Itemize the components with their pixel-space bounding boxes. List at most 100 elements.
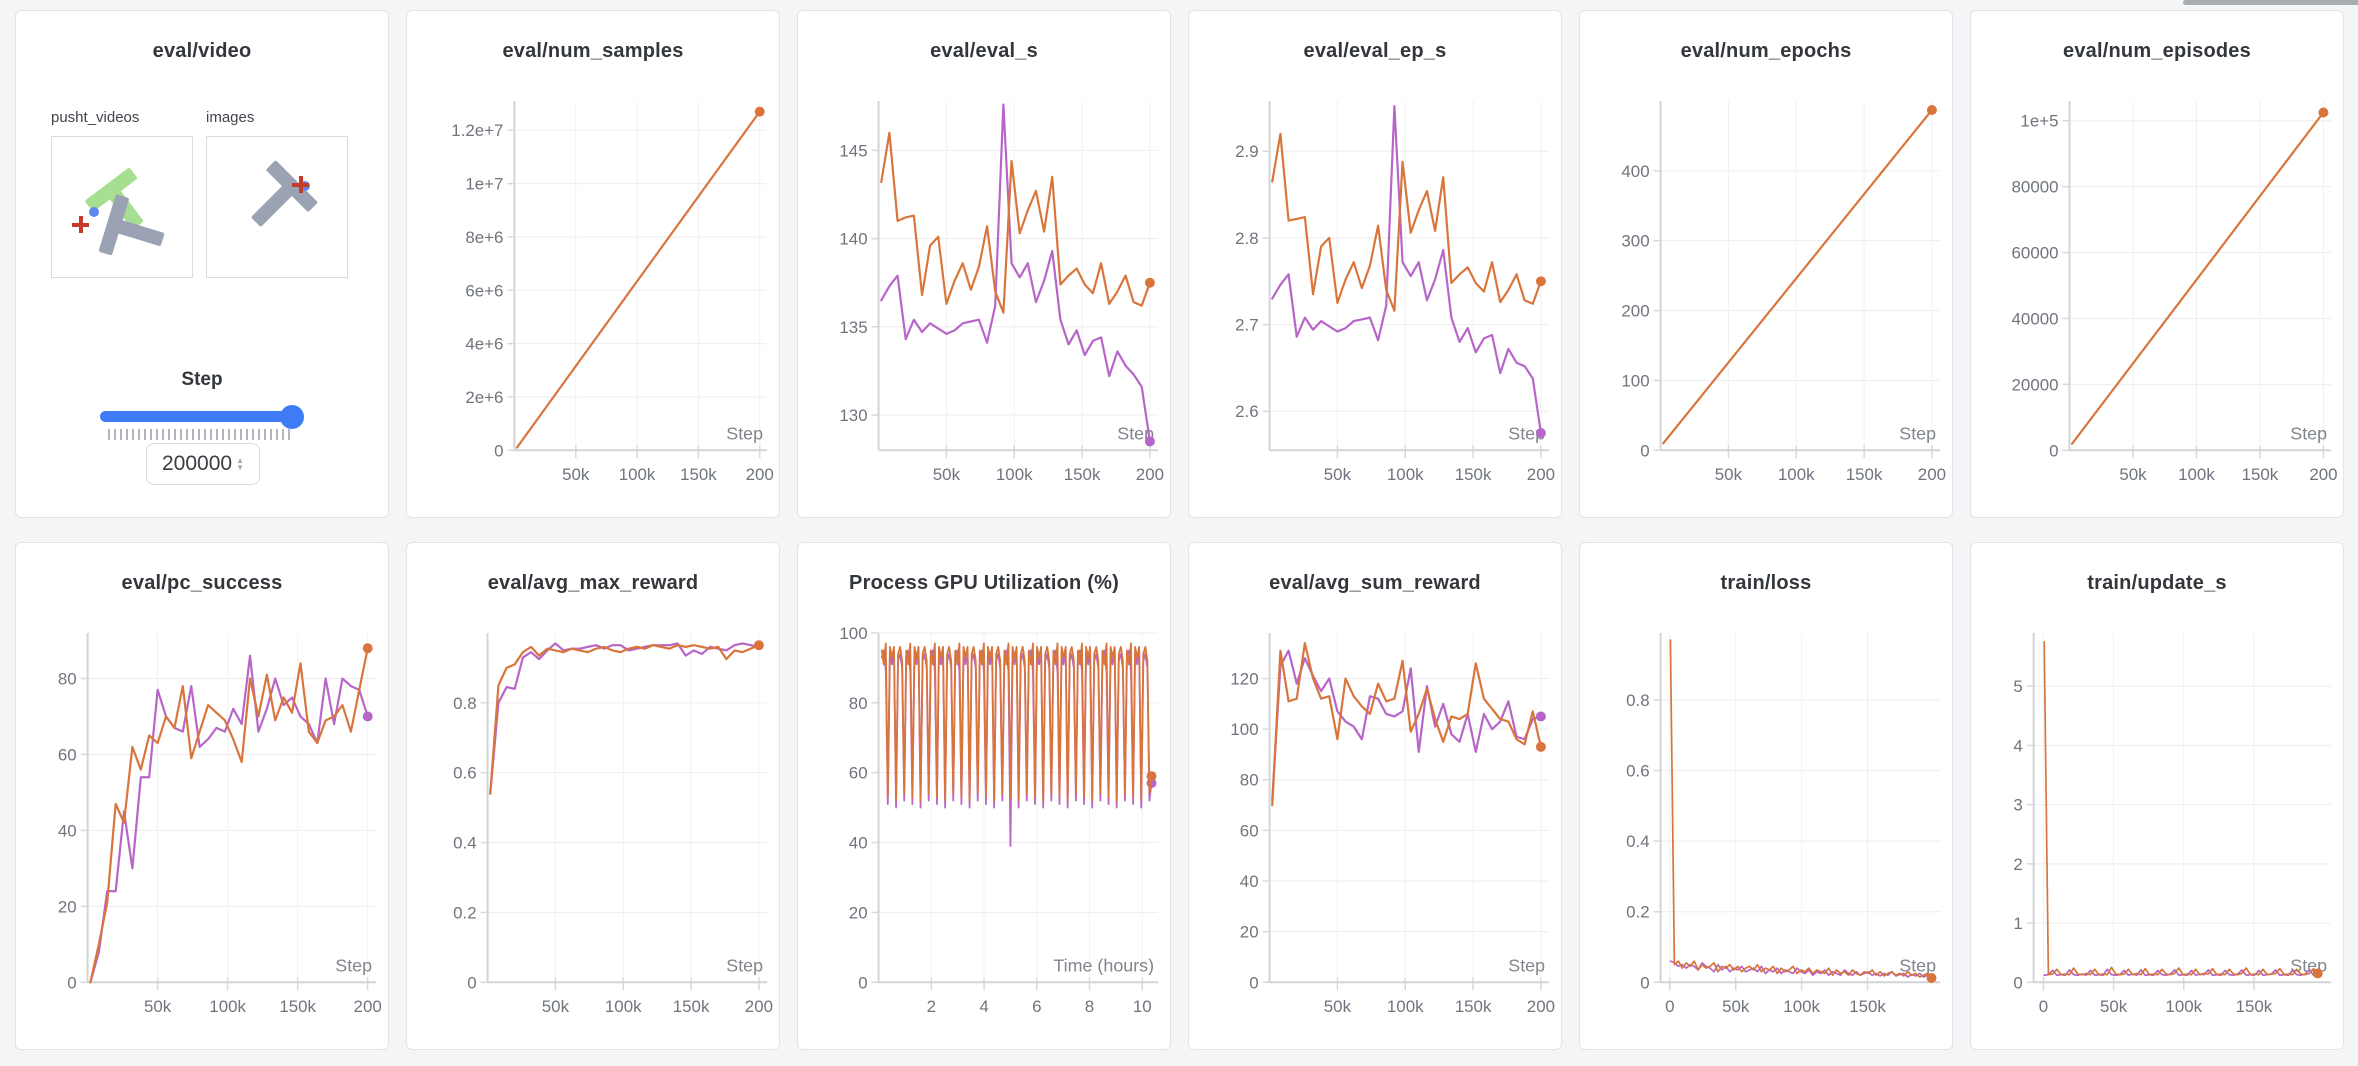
images-block-tee-shape [236, 159, 319, 242]
step-input[interactable]: 200000 ▲ ▼ [146, 443, 260, 485]
svg-text:0: 0 [467, 973, 476, 992]
svg-text:100k: 100k [1778, 465, 1815, 484]
svg-text:0: 0 [858, 973, 867, 992]
svg-text:150k: 150k [279, 997, 316, 1016]
svg-text:Step: Step [726, 423, 763, 443]
panel-title: eval/video [152, 39, 252, 62]
panel-title: Process GPU Utilization (%) [849, 571, 1119, 594]
svg-text:50k: 50k [2100, 997, 2128, 1016]
chart-eval-pc-success[interactable]: 0 20 40 60 80 50k 100k 150k 200 Step [16, 621, 388, 1045]
svg-text:50k: 50k [2119, 465, 2147, 484]
svg-text:60: 60 [58, 745, 77, 764]
svg-text:200: 200 [746, 465, 774, 484]
video-thumbnail-images[interactable] [206, 136, 348, 278]
svg-text:150k: 150k [2236, 997, 2273, 1016]
svg-text:20: 20 [1240, 923, 1259, 942]
svg-text:100k: 100k [1387, 465, 1424, 484]
panel-title: train/loss [1720, 571, 1812, 594]
svg-text:2: 2 [927, 997, 936, 1016]
svg-text:80000: 80000 [2012, 178, 2059, 197]
spinner-down-icon[interactable]: ▼ [236, 463, 244, 472]
panel-eval-video: eval/video pusht_videos images [15, 10, 389, 518]
svg-text:200: 200 [745, 997, 773, 1016]
panel-title: eval/avg_sum_reward [1269, 571, 1481, 594]
svg-text:100k: 100k [996, 465, 1033, 484]
chart-eval-avg-sum-reward[interactable]: 0 20 40 60 80 100 120 50k 100k 150k 200 Step [1189, 621, 1561, 1045]
svg-text:Step: Step [335, 955, 372, 975]
panel-train-update-s: train/update_s 0 1 2 3 4 5 0 50k 100k 150k Step [1970, 542, 2344, 1050]
svg-text:2.9: 2.9 [1235, 142, 1259, 161]
panel-title: eval/num_epochs [1680, 39, 1852, 62]
chart-eval-eval-s[interactable]: 130 135 140 145 50k 100k 150k 200 Step [798, 89, 1170, 513]
slider-tick-ruler [108, 429, 294, 440]
chart-eval-num-epochs[interactable]: 0 100 200 300 400 50k 100k 150k 200 Step [1580, 89, 1952, 513]
step-slider-thumb[interactable] [280, 405, 304, 429]
step-slider-track[interactable] [100, 405, 304, 429]
svg-text:0.4: 0.4 [1626, 832, 1650, 851]
chart-eval-avg-max-reward[interactable]: 0 0.2 0.4 0.6 0.8 50k 100k 150k 200 Step [407, 621, 779, 1045]
svg-text:150k: 150k [1455, 465, 1492, 484]
chart-train-loss[interactable]: 0 0.2 0.4 0.6 0.8 0 50k 100k 150k Step [1580, 621, 1952, 1045]
panel-title: eval/num_episodes [2063, 39, 2251, 62]
svg-text:1: 1 [2013, 914, 2022, 933]
svg-text:0.2: 0.2 [1626, 903, 1650, 922]
horizontal-scrollbar[interactable] [2183, 0, 2358, 5]
svg-text:0.4: 0.4 [453, 834, 477, 853]
panel-eval-num-epochs: eval/num_epochs 0 100 200 300 400 50k 100k 150k… [1579, 10, 1953, 518]
svg-text:40000: 40000 [2012, 309, 2059, 328]
chart-eval-num-episodes[interactable]: 0 20000 40000 60000 80000 1e+5 50k 100k 150k 200 S… [1971, 89, 2343, 513]
svg-text:100k: 100k [1783, 997, 1820, 1016]
stepper-arrows[interactable]: ▲ ▼ [236, 456, 244, 472]
spinner-up-icon[interactable]: ▲ [236, 456, 244, 465]
svg-text:50k: 50k [542, 997, 570, 1016]
svg-text:150k: 150k [673, 997, 710, 1016]
svg-text:60000: 60000 [2012, 244, 2059, 263]
svg-text:20: 20 [849, 903, 868, 922]
thumbnail-label-images: images [206, 109, 255, 126]
svg-text:6e+6: 6e+6 [465, 281, 503, 300]
panel-eval-avg-sum-reward: eval/avg_sum_reward 0 20 40 60 80 100 120 50k 10… [1188, 542, 1562, 1050]
panel-eval-pc-success: eval/pc_success 0 20 40 60 80 50k 100k 150k 200 S… [15, 542, 389, 1050]
svg-text:40: 40 [1240, 872, 1259, 891]
panel-title: eval/avg_max_reward [487, 571, 699, 594]
svg-text:200: 200 [1527, 997, 1555, 1016]
svg-text:8e+6: 8e+6 [465, 228, 503, 247]
svg-text:8: 8 [1085, 997, 1094, 1016]
svg-text:100k: 100k [2178, 465, 2215, 484]
step-slider[interactable] [100, 405, 304, 441]
svg-text:0: 0 [1640, 441, 1649, 460]
panel-eval-num-samples: eval/num_samples 0 2e+6 4e+6 6e+6 8e+6 1e+7 1.… [406, 10, 780, 518]
svg-text:50k: 50k [1324, 465, 1352, 484]
svg-text:2: 2 [2013, 855, 2022, 874]
svg-text:150k: 150k [680, 465, 717, 484]
svg-text:100: 100 [1621, 371, 1649, 390]
step-slider-label: Step [181, 369, 223, 390]
chart-eval-num-samples[interactable]: 0 2e+6 4e+6 6e+6 8e+6 1e+7 1.2e+7 50k 100k 150k 20… [407, 89, 779, 513]
svg-text:Step: Step [1899, 955, 1936, 975]
chart-train-update-s[interactable]: 0 1 2 3 4 5 0 50k 100k 150k Step [1971, 621, 2343, 1045]
svg-text:80: 80 [849, 694, 868, 713]
video-thumbnail-pusht-videos[interactable] [51, 136, 193, 278]
panel-title: eval/num_samples [502, 39, 684, 62]
svg-text:0.8: 0.8 [453, 694, 477, 713]
svg-text:0.6: 0.6 [453, 764, 477, 783]
svg-text:Step: Step [2290, 423, 2327, 443]
svg-text:100k: 100k [209, 997, 246, 1016]
chart-process-gpu-utilization[interactable]: 0 20 40 60 80 100 2 4 6 8 10 Time (hours) [798, 621, 1170, 1045]
target-cross-icon [72, 216, 89, 233]
panel-train-loss: train/loss 0 0.2 0.4 0.6 0.8 0 50k 100k 150k Step [1579, 542, 1953, 1050]
svg-text:145: 145 [839, 141, 867, 160]
svg-text:Step: Step [1508, 955, 1545, 975]
panel-title: train/update_s [2087, 571, 2227, 594]
svg-text:80: 80 [58, 669, 77, 688]
svg-text:120: 120 [1230, 669, 1258, 688]
svg-text:1e+5: 1e+5 [2020, 112, 2058, 131]
chart-eval-eval-ep-s[interactable]: 2.6 2.7 2.8 2.9 50k 100k 150k 200 Step [1189, 89, 1561, 513]
panel-eval-eval-ep-s: eval/eval_ep_s 2.6 2.7 2.8 2.9 50k 100k 150k 20… [1188, 10, 1562, 518]
svg-text:50k: 50k [562, 465, 590, 484]
svg-text:50k: 50k [144, 997, 172, 1016]
svg-text:20: 20 [58, 897, 77, 916]
svg-text:400: 400 [1621, 162, 1649, 181]
svg-text:150k: 150k [1455, 997, 1492, 1016]
